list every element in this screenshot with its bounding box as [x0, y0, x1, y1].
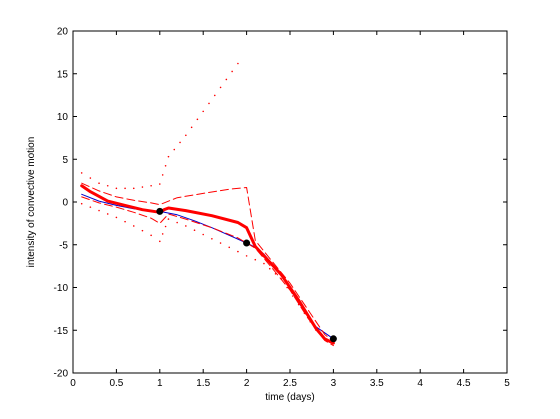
series-dot — [164, 225, 167, 228]
series-dot — [185, 134, 187, 137]
x-tick-label: 0.5 — [109, 378, 123, 389]
x-tick-label: 2.5 — [283, 378, 297, 389]
marker-layer — [156, 207, 337, 343]
x-tick-label: 3 — [331, 378, 337, 389]
series-dot — [309, 320, 312, 323]
x-tick-label: 5 — [504, 378, 510, 389]
series-dot — [193, 229, 196, 232]
y-tick-label: 20 — [57, 27, 69, 38]
series-dot — [228, 246, 231, 249]
series-dot — [179, 141, 181, 144]
series-dot — [141, 186, 144, 188]
series-dot — [106, 213, 109, 215]
series-dot — [268, 267, 271, 270]
y-axis-title: intensity of convective motion — [26, 137, 37, 268]
x-tick-label: 4 — [417, 378, 423, 389]
series-thick-solid — [80, 184, 335, 345]
series-dot — [98, 209, 100, 212]
series-dot — [132, 225, 135, 227]
series-dot — [164, 165, 167, 167]
series-dot — [225, 78, 228, 81]
y-tick-label: -15 — [54, 326, 69, 337]
series-dot — [196, 118, 199, 121]
series-dot — [219, 242, 222, 244]
y-tick-label: 0 — [62, 198, 68, 209]
series-dot — [303, 312, 306, 314]
series-dot — [89, 206, 92, 208]
series-dashed-lower — [81, 196, 334, 347]
series-dot — [167, 155, 170, 158]
y-tick-label: -10 — [54, 283, 69, 294]
series-dot — [159, 183, 161, 185]
x-tick-label: 2 — [244, 378, 250, 389]
series-dot — [263, 262, 265, 265]
tick-layer: 0 0.5 1 1.5 2 2.5 3 3.5 4 4.5 5 -20 -15 -10 -5 0 5 10 15 20 — [54, 27, 511, 390]
series-dot — [150, 184, 152, 187]
series-dot — [286, 286, 288, 289]
series-dot — [202, 233, 204, 236]
series-dot — [161, 233, 164, 235]
series-dot — [254, 258, 257, 261]
y-tick-label: 10 — [57, 112, 69, 123]
x-tick-label: 3.5 — [370, 378, 384, 389]
series-dashed-upper — [81, 182, 334, 342]
series-dot — [124, 187, 126, 190]
series-dot — [274, 273, 277, 275]
y-tick-label: 5 — [62, 155, 68, 166]
series-dot — [89, 177, 92, 179]
series-dot — [161, 174, 164, 176]
x-axis-title: time (days) — [265, 392, 314, 403]
series-dot — [202, 110, 204, 113]
series-dot — [190, 126, 193, 129]
series-dot — [219, 86, 222, 89]
data-marker — [329, 335, 337, 343]
data-marker — [243, 239, 251, 247]
series-dot — [141, 229, 144, 232]
series-dotted-upper — [80, 62, 239, 190]
series-dot — [115, 216, 118, 219]
x-tick-label: 0 — [70, 378, 76, 389]
y-tick-label: 15 — [57, 69, 69, 80]
series-dot — [80, 172, 83, 174]
x-tick-label: 1.5 — [196, 378, 210, 389]
series-dot — [80, 202, 83, 205]
series-dot — [208, 102, 210, 105]
series-dot — [245, 255, 248, 257]
series-dot — [231, 70, 233, 73]
series-dot — [315, 329, 317, 332]
y-tick-label: -20 — [54, 369, 69, 380]
series-layer — [80, 62, 335, 347]
series-dot — [167, 218, 170, 220]
plot-background — [73, 31, 507, 373]
series-dot — [124, 220, 126, 223]
series-dot — [326, 340, 329, 343]
series-dot — [173, 148, 176, 151]
series-dot — [185, 225, 187, 227]
series-dot — [297, 303, 300, 306]
series-dot — [159, 240, 161, 243]
series-dot — [150, 234, 152, 237]
series-dot — [321, 335, 323, 337]
series-dot — [115, 187, 118, 190]
series-dot — [176, 221, 178, 224]
y-tick-label: -5 — [59, 240, 68, 251]
series-dot — [213, 94, 216, 97]
series-dot — [280, 278, 283, 280]
series-dot — [237, 250, 239, 253]
series-dot — [132, 187, 135, 190]
data-marker — [156, 207, 164, 215]
series-dot — [211, 237, 213, 240]
x-tick-label: 4.5 — [457, 378, 471, 389]
series-dot — [237, 62, 239, 65]
x-tick-label: 1 — [157, 378, 163, 389]
series-dot — [106, 184, 109, 187]
series-dotted-lower — [80, 202, 329, 343]
series-dot — [292, 295, 294, 297]
series-dot — [98, 182, 100, 184]
